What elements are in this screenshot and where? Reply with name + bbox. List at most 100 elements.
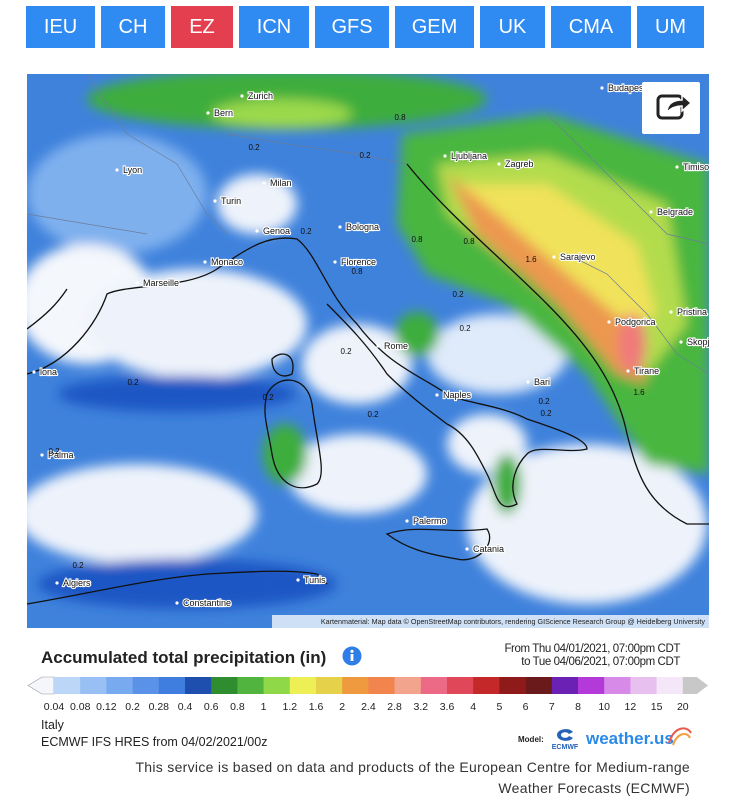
info-icon[interactable] — [342, 646, 362, 666]
value-label: 0.8 — [463, 237, 475, 246]
borders — [27, 74, 709, 375]
city-label: Podgorica — [615, 317, 656, 327]
value-label: 0.2 — [340, 347, 352, 356]
city-dot — [203, 260, 207, 264]
city-dot — [115, 168, 119, 172]
city-label: lona — [40, 367, 57, 377]
scale-cell — [106, 677, 133, 694]
scale-label: 4 — [470, 701, 476, 713]
scale-cell — [447, 677, 474, 694]
scale-label: 3.6 — [440, 701, 455, 713]
value-label: 0.2 — [359, 151, 371, 160]
city-label: Florence — [341, 257, 376, 267]
city-label: Rome — [384, 341, 408, 351]
city-label: Sarajevo — [560, 252, 596, 262]
map: Budapest Zurich Bern Lyon Milan Turin Genoa Mon… — [27, 74, 709, 628]
scale-label: 0.12 — [96, 701, 117, 713]
value-label: 0.2 — [300, 227, 312, 236]
tab[interactable]: GEM — [395, 6, 474, 48]
city-dot — [669, 310, 673, 314]
date-range: From Thu 04/01/2021, 07:00pm CDT to Tue … — [504, 643, 680, 669]
model-run: ECMWF IFS HRES from 04/02/2021/00z — [41, 735, 268, 749]
scale-label: 0.6 — [204, 701, 219, 713]
tab[interactable]: UK — [480, 6, 545, 48]
scale-cell — [237, 677, 264, 694]
scale-label: 0.08 — [70, 701, 91, 713]
city-label: Marseille — [143, 278, 179, 288]
city-dot — [376, 344, 380, 348]
city-label: Naples — [443, 390, 472, 400]
scale-label: 1.2 — [282, 701, 297, 713]
city-label: Tirane — [634, 366, 659, 376]
scale-cell — [80, 677, 107, 694]
scale-label: 0.2 — [125, 701, 140, 713]
brand: weather.us — [586, 729, 674, 748]
scale-label: 3.2 — [413, 701, 428, 713]
scale-label: 0.4 — [178, 701, 193, 713]
city-dot — [675, 165, 679, 169]
scale-label: 6 — [523, 701, 529, 713]
city-dot — [255, 229, 259, 233]
city-dot — [600, 86, 604, 90]
value-label: 0.2 — [48, 447, 60, 456]
city-dot — [213, 199, 217, 203]
tab[interactable]: GFS — [315, 6, 389, 48]
city-dot — [240, 94, 244, 98]
city-dot — [435, 393, 439, 397]
tab[interactable]: UM — [637, 6, 704, 48]
scale-label: 10 — [598, 701, 610, 713]
city-dot — [649, 210, 653, 214]
scale-cell — [158, 677, 186, 694]
city-dot — [32, 370, 36, 374]
scale-label: 2 — [339, 701, 345, 713]
notice-line: This service is based on data and produc… — [135, 759, 690, 775]
city-label: Pristina — [677, 307, 707, 317]
city-label: Tunis — [304, 575, 326, 585]
scale-cell — [54, 677, 81, 694]
scale-label: 1 — [261, 701, 267, 713]
tab[interactable]: ICN — [239, 6, 309, 48]
region: Italy — [41, 718, 64, 732]
scale-cell — [342, 677, 369, 694]
city-dot — [40, 453, 44, 457]
city-label: Budapest — [608, 83, 647, 93]
value-label: 0.2 — [540, 409, 552, 418]
value-label: 1.6 — [525, 255, 537, 264]
city-dot — [626, 369, 630, 373]
scale-cell — [578, 677, 605, 694]
value-label: 0.8 — [394, 113, 406, 122]
scale-under — [27, 676, 55, 695]
city-dot — [465, 547, 469, 551]
precip-field — [27, 74, 709, 609]
scale-cell — [630, 677, 657, 694]
scale-label: 20 — [677, 701, 689, 713]
city-label: Monaco — [211, 257, 243, 267]
tab[interactable]: IEU — [26, 6, 95, 48]
value-label: 0.8 — [351, 267, 363, 276]
tab[interactable]: CMA — [551, 6, 631, 48]
scale-label: 7 — [549, 701, 555, 713]
city-dot — [55, 581, 59, 585]
date-to: to Tue 04/06/2021, 07:00pm CDT — [521, 656, 680, 668]
city-label: Genoa — [263, 226, 290, 236]
value-label: 0.2 — [538, 397, 550, 406]
tab[interactable]: EZ — [171, 6, 233, 48]
share-button[interactable] — [642, 82, 700, 134]
city-label: Zurich — [248, 91, 273, 101]
city-label: Catania — [473, 544, 504, 554]
scale-label: 2.4 — [361, 701, 376, 713]
city-dot — [175, 601, 179, 605]
scale-cell — [211, 677, 238, 694]
city-label: Palma — [48, 450, 74, 460]
value-label: 0.8 — [411, 235, 423, 244]
scale-cell — [604, 677, 631, 694]
city-dot — [135, 281, 139, 285]
city-label: Bari — [534, 377, 550, 387]
city-label: Timisoara — [683, 162, 709, 172]
city-dot — [526, 380, 530, 384]
scale-label: 12 — [625, 701, 637, 713]
city-dot — [405, 519, 409, 523]
tab[interactable]: CH — [101, 6, 165, 48]
scale-label: 5 — [496, 701, 502, 713]
